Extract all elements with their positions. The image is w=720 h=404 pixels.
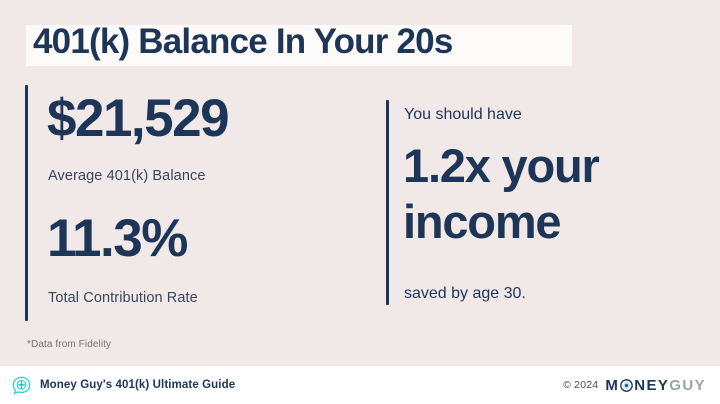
footer-guide-title[interactable]: Money Guy's 401(k) Ultimate Guide [40, 379, 236, 391]
copyright-text: © 2024 [563, 379, 599, 391]
stat-contribution-rate-label: Total Contribution Rate [48, 290, 198, 306]
left-column-divider-rule [25, 85, 28, 321]
logo-text-guy: GUY [669, 376, 706, 394]
logo-text-ney: NEY [634, 376, 670, 394]
page-title: 401(k) Balance In Your 20s [33, 22, 453, 61]
footer-bar: Money Guy's 401(k) Ultimate Guide © 2024… [0, 366, 720, 404]
moneyguy-logo: M NEY GUY [605, 377, 706, 394]
stat-average-balance-value: $21,529 [47, 89, 230, 148]
recommendation-headline: 1.2x your income [403, 139, 600, 248]
title-block: 401(k) Balance In Your 20s [0, 18, 720, 72]
stat-contribution-rate-value: 11.3% [47, 209, 188, 268]
footer-copyright-group: © 2024 M NEY GUY [563, 366, 706, 404]
money-guy-plus-bubble-icon [12, 376, 31, 395]
money-guy-target-o-icon [620, 378, 634, 392]
stat-average-balance-label: Average 401(k) Balance [48, 168, 206, 184]
source-note: *Data from Fidelity [27, 339, 112, 350]
logo-text-m: M [605, 376, 620, 394]
footer-brand-group: Money Guy's 401(k) Ultimate Guide [12, 366, 235, 404]
recommendation-lead-text: You should have [404, 106, 522, 123]
right-column-divider-rule [386, 100, 389, 305]
recommendation-trailer-text: saved by age 30. [404, 285, 526, 302]
title-highlight-band [26, 25, 572, 66]
